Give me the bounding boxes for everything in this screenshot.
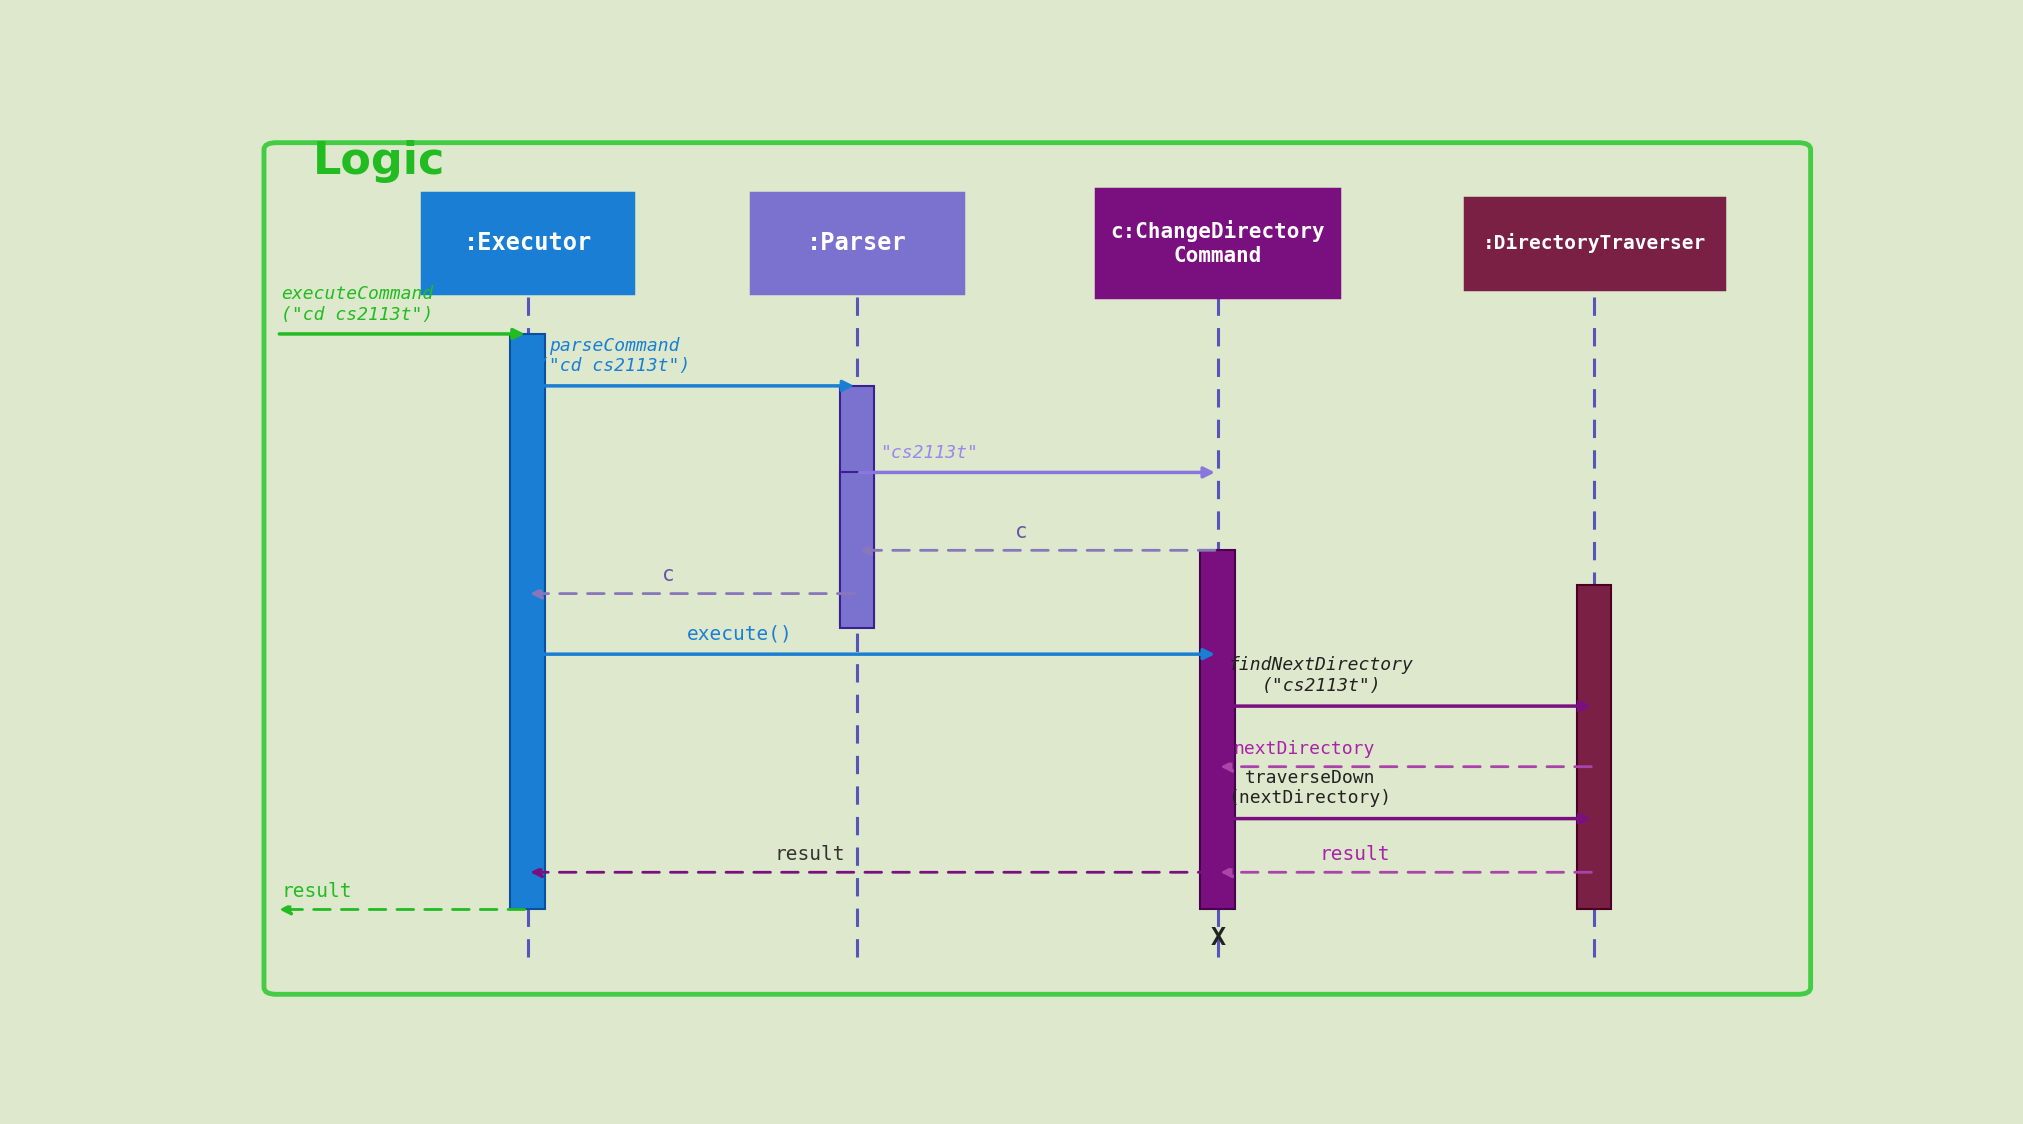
FancyBboxPatch shape (421, 193, 633, 293)
Text: traverseDown
(nextDirectory): traverseDown (nextDirectory) (1228, 769, 1392, 807)
Text: result: result (775, 844, 846, 863)
Text: :Parser: :Parser (807, 232, 906, 255)
Text: c:ChangeDirectory
Command: c:ChangeDirectory Command (1111, 220, 1325, 265)
Text: X: X (1210, 926, 1224, 950)
Text: result: result (281, 882, 352, 900)
Text: parseCommand
("cd cs2113t"): parseCommand ("cd cs2113t") (538, 337, 690, 375)
Text: :DirectoryTraverser: :DirectoryTraverser (1481, 233, 1705, 253)
Text: c: c (662, 565, 674, 584)
Text: findNextDirectory
("cs2113t"): findNextDirectory ("cs2113t") (1228, 656, 1412, 695)
FancyBboxPatch shape (840, 472, 874, 628)
FancyBboxPatch shape (510, 334, 544, 909)
FancyBboxPatch shape (1465, 198, 1724, 289)
FancyBboxPatch shape (1576, 584, 1610, 909)
Text: execute(): execute() (686, 625, 791, 644)
Text: executeCommand
("cd cs2113t"): executeCommand ("cd cs2113t") (281, 284, 433, 324)
FancyBboxPatch shape (840, 386, 874, 624)
FancyBboxPatch shape (1200, 551, 1234, 909)
Text: result: result (1319, 844, 1390, 863)
FancyBboxPatch shape (1096, 189, 1339, 297)
Text: "cs2113t": "cs2113t" (880, 444, 977, 462)
FancyBboxPatch shape (263, 143, 1811, 995)
Text: nextDirectory: nextDirectory (1232, 740, 1374, 758)
FancyBboxPatch shape (751, 193, 963, 293)
Text: c: c (1016, 522, 1028, 542)
Text: :Executor: :Executor (463, 232, 591, 255)
Text: Logic: Logic (312, 139, 445, 183)
